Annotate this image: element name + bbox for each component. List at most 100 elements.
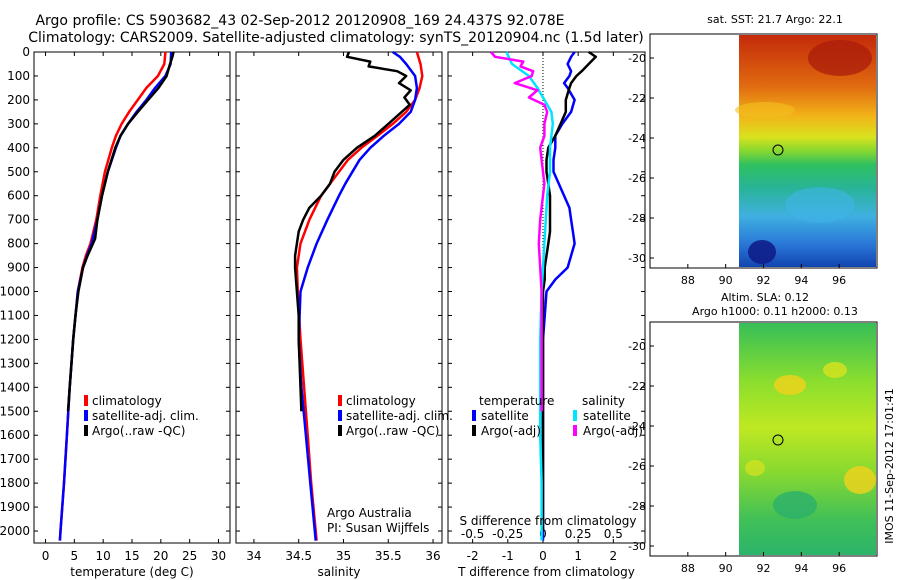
y-tick-label: 1400 (0, 380, 30, 394)
x-tick-label: 2 (610, 549, 618, 563)
legend-swatch-argo (338, 425, 342, 436)
x-tick-label: 90 (719, 562, 733, 575)
x-tick-label: 92 (757, 274, 771, 287)
y-tick-label: 900 (7, 261, 30, 275)
x-tick-label: 36 (425, 549, 440, 563)
x-tick-label: 15 (124, 549, 139, 563)
difference-panel: -2 -1 0 1 2-0.5 -0.25 0 0.25 0.5T difference fro… (447, 50, 646, 579)
x-tick-label: -2 (467, 549, 479, 563)
legend-label-sal-argo: Argo(-adj) (583, 424, 643, 438)
s-difference-label: S difference from climatology (460, 514, 637, 528)
x-tick-label: 0 (539, 549, 547, 563)
y-tick-label: 1500 (0, 404, 30, 418)
y-tick-label: 500 (7, 165, 30, 179)
argo-float-marker (772, 144, 784, 156)
x-tick-label: -1 (502, 549, 514, 563)
sst-map-title: sat. SST: 21.7 Argo: 22.1 (707, 13, 843, 26)
sla-map-panel: Altim. SLA: 0.12 Argo h1000: 0.11 h2000:… (628, 291, 878, 575)
y-tick-label: 800 (7, 237, 30, 251)
sst-map-panel: sat. SST: 21.7 Argo: 22.1 88 90 92 94 96 -20 -… (628, 13, 878, 287)
y-tick-label: -24 (628, 132, 646, 145)
y-tick-label: 1000 (0, 285, 30, 299)
legend-label-climatology: climatology (346, 394, 416, 408)
y-tick-label: -30 (628, 252, 646, 265)
y-tick-label: 1200 (0, 332, 30, 346)
y-tick-label: 1100 (0, 308, 30, 322)
y-tick-label: 400 (7, 141, 30, 155)
legend-label-satellite: satellite-adj. clim. (346, 409, 453, 423)
y-tick-label: -26 (628, 172, 646, 185)
x-tick-label: 34 (246, 549, 261, 563)
y-tick-label: -28 (628, 212, 646, 225)
legend-label-temp-satellite: satellite (481, 409, 529, 423)
y-tick-label: -20 (628, 340, 646, 353)
legend-swatch-argo (84, 425, 88, 436)
x-axis-label: temperature (deg C) (70, 565, 193, 579)
series-line-salinity-argo-adj (489, 51, 549, 412)
x-tick-label: 90 (719, 274, 733, 287)
y-tick-label: 1600 (0, 428, 30, 442)
legend-label-climatology: climatology (92, 394, 162, 408)
x-tick-label: 30 (211, 549, 226, 563)
y-tick-label: -28 (628, 500, 646, 513)
sla-field (739, 323, 876, 555)
legend-swatch-sal-satellite (573, 410, 577, 421)
x-tick-label: 94 (794, 274, 808, 287)
imos-timestamp: IMOS 11-Sep-2012 17:01:41 (883, 388, 896, 543)
top-x-tick-label: 0.5 (604, 527, 623, 541)
x-tick-label: 92 (757, 562, 771, 575)
argo-australia-note: Argo Australia (327, 506, 412, 520)
series-line-climatology (295, 51, 424, 541)
x-tick-label: 25 (182, 549, 197, 563)
legend-swatch-temp-argo (472, 425, 476, 436)
series-line-climatology (58, 51, 167, 541)
x-tick-label: 5 (71, 549, 79, 563)
y-tick-label: -26 (628, 460, 646, 473)
x-tick-label: 35 (336, 549, 351, 563)
salinity-legend: climatology satellite-adj. clim. Argo(..… (327, 394, 453, 535)
legend-swatch-climatology (84, 395, 88, 406)
y-tick-label: -22 (628, 380, 646, 393)
legend-swatch-sal-argo (573, 425, 577, 436)
x-tick-label: 94 (794, 562, 808, 575)
pi-note: PI: Susan Wijffels (327, 521, 429, 535)
top-x-tick-label: -0.25 (492, 527, 523, 541)
sla-map-title: Altim. SLA: 0.12 (721, 291, 809, 304)
x-axis-label: T difference from climatology (457, 565, 635, 579)
series-line-argo-raw-qc (293, 51, 412, 412)
top-x-tick-label: -0.5 (461, 527, 484, 541)
y-tick-label: 1900 (0, 500, 30, 514)
legend-label-satellite: satellite-adj. clim. (92, 409, 199, 423)
y-tick-label: 600 (7, 189, 30, 203)
figure-title-line1: Argo profile: CS 5903682_43 02-Sep-2012 … (35, 13, 564, 29)
y-tick-label: 2000 (0, 524, 30, 538)
legend-label-argo: Argo(..raw -QC) (346, 424, 439, 438)
temperature-panel: 0100200300400500600700800900100011001200… (0, 45, 231, 579)
legend-swatch-satellite (338, 410, 342, 421)
x-tick-label: 10 (96, 549, 111, 563)
series-line-salinity-satellite (505, 51, 555, 541)
y-tick-label: 100 (7, 69, 30, 83)
legend-swatch-climatology (338, 395, 342, 406)
x-tick-label: 0 (42, 549, 50, 563)
plot-frame (447, 51, 646, 544)
x-tick-label: 88 (681, 274, 695, 287)
sst-map-axes: 88 90 92 94 96 -20 -22 -24 -26 -28 -30 (628, 52, 846, 287)
legend-label-temp-argo: Argo(-adj) (481, 424, 541, 438)
plot-frame (235, 51, 443, 544)
legend-swatch-satellite (84, 410, 88, 421)
series-line-argo-raw-qc (66, 51, 175, 412)
x-tick-label: 96 (832, 562, 846, 575)
y-tick-label: -22 (628, 92, 646, 105)
sst-field (735, 35, 876, 267)
sla-map-subtitle: Argo h1000: 0.11 h2000: 0.13 (692, 305, 858, 318)
x-axis-label: salinity (317, 565, 360, 579)
top-x-tick-label: 0.25 (565, 527, 592, 541)
y-tick-label: 1800 (0, 476, 30, 490)
plot-frame (33, 51, 231, 544)
difference-legend: temperature salinity satellite Argo(-adj… (460, 394, 643, 528)
series-line-satellite-adj-clim (297, 50, 419, 541)
legend-swatch-temp-satellite (472, 410, 476, 421)
legend-label-sal-satellite: satellite (583, 409, 631, 423)
y-tick-label: 700 (7, 213, 30, 227)
